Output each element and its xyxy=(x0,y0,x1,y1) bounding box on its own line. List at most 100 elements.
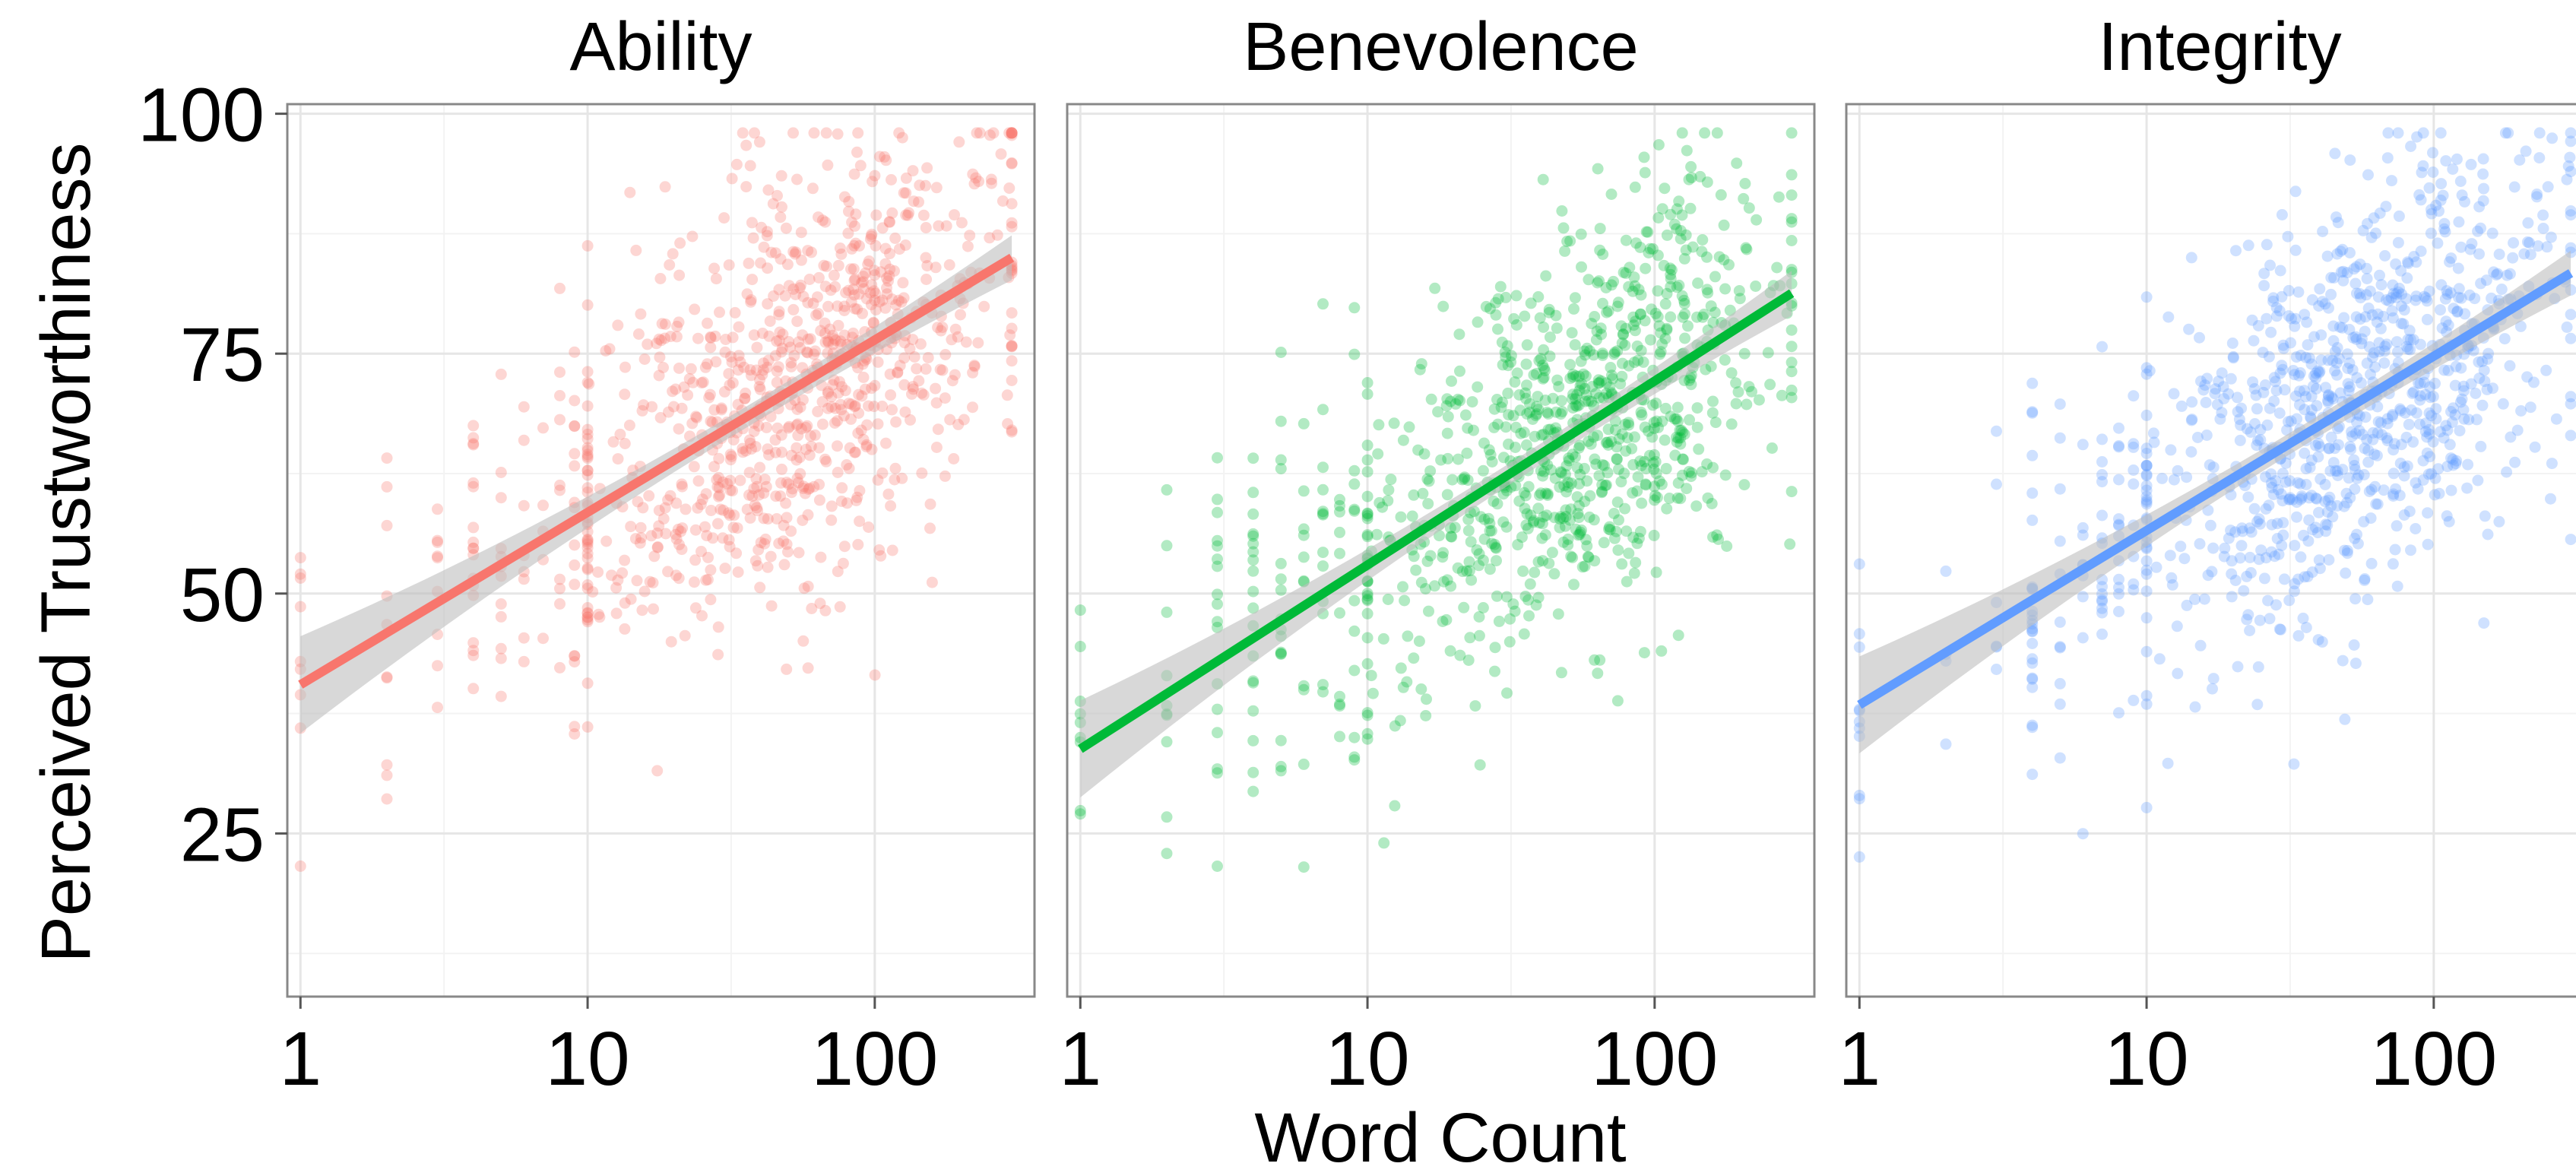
data-point xyxy=(2387,279,2399,291)
data-point xyxy=(2276,540,2288,552)
data-point xyxy=(2315,473,2327,485)
data-point xyxy=(734,356,746,368)
data-point xyxy=(1247,766,1259,778)
data-point xyxy=(2370,498,2382,510)
data-point xyxy=(898,292,910,304)
data-point xyxy=(1275,347,1287,358)
data-point xyxy=(2353,425,2365,436)
data-point xyxy=(1317,679,1329,691)
data-point xyxy=(791,404,803,415)
data-point xyxy=(612,319,624,331)
data-point xyxy=(2398,509,2410,521)
data-point xyxy=(1275,765,1287,777)
data-point xyxy=(872,474,884,486)
data-point xyxy=(2358,469,2370,480)
data-point xyxy=(749,555,762,567)
data-point xyxy=(1370,528,1383,540)
data-point xyxy=(1542,407,1554,420)
data-point xyxy=(662,494,674,506)
data-point xyxy=(1709,306,1721,319)
data-point xyxy=(1348,751,1361,763)
data-point xyxy=(2423,428,2435,440)
data-point xyxy=(1633,284,1645,296)
data-point xyxy=(1558,480,1570,492)
data-point xyxy=(2445,287,2457,299)
data-point xyxy=(2185,446,2197,458)
data-point xyxy=(2473,356,2485,368)
data-point xyxy=(625,521,637,533)
data-point xyxy=(2096,476,2108,488)
data-point xyxy=(1483,444,1495,456)
data-point xyxy=(949,209,960,221)
data-point xyxy=(2501,466,2513,478)
data-point xyxy=(1585,438,1597,450)
data-point xyxy=(822,385,834,398)
data-point xyxy=(2175,400,2188,412)
data-point xyxy=(1298,680,1310,692)
data-point xyxy=(569,420,581,432)
data-point xyxy=(836,482,848,494)
data-point xyxy=(2266,481,2278,493)
data-point xyxy=(2427,391,2439,403)
data-point xyxy=(2417,474,2429,486)
data-point xyxy=(1477,464,1489,477)
data-point xyxy=(1576,561,1589,573)
data-point xyxy=(2276,290,2288,303)
data-point xyxy=(2207,683,2218,695)
data-point xyxy=(1452,453,1464,465)
data-point xyxy=(1421,555,1434,567)
data-point xyxy=(2398,461,2410,473)
data-point xyxy=(2393,210,2405,222)
data-point xyxy=(2447,453,2459,465)
data-point xyxy=(1589,555,1601,567)
data-point xyxy=(803,482,816,494)
data-point xyxy=(1553,381,1565,393)
data-point xyxy=(2096,341,2108,353)
data-point xyxy=(695,377,708,389)
data-point xyxy=(705,331,717,344)
data-point xyxy=(1718,254,1730,266)
data-point xyxy=(838,540,851,553)
data-point xyxy=(1497,359,1509,371)
data-point xyxy=(581,445,594,456)
data-point xyxy=(673,423,685,435)
data-point xyxy=(855,277,867,289)
data-point xyxy=(2482,528,2494,540)
data-point xyxy=(2268,372,2280,384)
data-point xyxy=(1582,550,1594,563)
data-point xyxy=(674,237,686,249)
data-point xyxy=(1503,438,1514,450)
data-point xyxy=(646,401,658,413)
data-point xyxy=(1554,511,1567,523)
data-point xyxy=(848,401,860,413)
data-point xyxy=(1665,281,1677,293)
data-point xyxy=(2140,468,2153,480)
data-point xyxy=(804,333,816,345)
data-point xyxy=(676,480,688,493)
data-point xyxy=(1725,367,1738,379)
data-point xyxy=(1656,415,1668,427)
data-point xyxy=(781,512,793,524)
data-point xyxy=(2412,483,2424,495)
data-point xyxy=(2113,573,2124,585)
data-point xyxy=(2322,494,2334,506)
data-point xyxy=(2565,127,2576,139)
data-point xyxy=(1648,463,1660,475)
data-point xyxy=(800,443,812,455)
data-point xyxy=(630,244,642,256)
data-point xyxy=(656,318,668,330)
panel-background xyxy=(1846,104,2576,997)
data-point xyxy=(2376,429,2388,441)
data-point xyxy=(962,240,974,252)
data-point xyxy=(1361,507,1374,519)
data-point xyxy=(843,205,854,217)
data-point xyxy=(2310,492,2322,504)
data-point xyxy=(2451,455,2463,467)
data-point xyxy=(660,528,672,540)
data-point xyxy=(2351,287,2362,300)
data-point xyxy=(1678,252,1690,265)
data-point xyxy=(724,509,736,521)
data-point xyxy=(848,263,860,275)
data-point xyxy=(2427,436,2439,448)
data-point xyxy=(2270,376,2282,388)
